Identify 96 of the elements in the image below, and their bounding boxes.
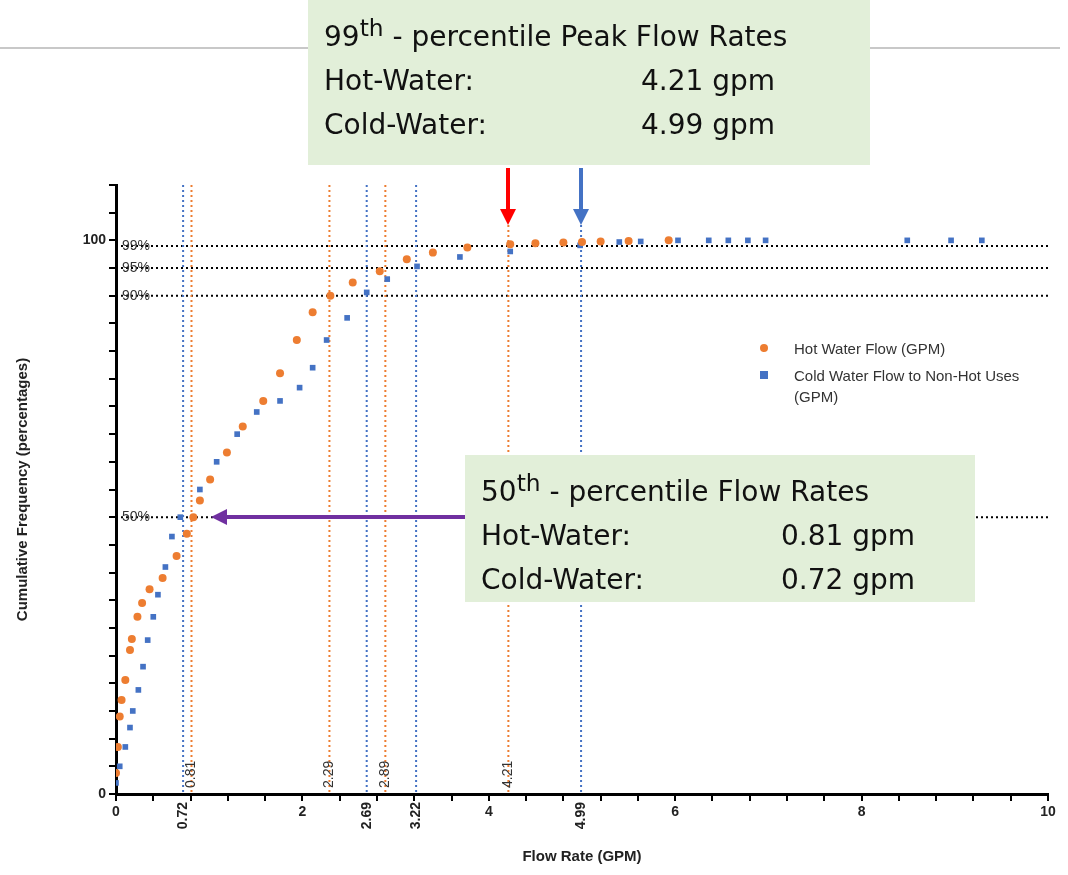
ref-line-label: 95% bbox=[122, 258, 151, 275]
point bbox=[904, 237, 911, 244]
point bbox=[197, 486, 203, 493]
point bbox=[150, 614, 157, 620]
point bbox=[705, 237, 712, 244]
point bbox=[384, 276, 391, 282]
point bbox=[145, 585, 154, 594]
point bbox=[162, 564, 169, 570]
text: 99$^{th}$ - percentile Peak Flow Rates bbox=[324, 13, 788, 56]
x-tick-label: 10 bbox=[1040, 803, 1056, 820]
ref-line-label: 2.89 bbox=[376, 760, 393, 788]
point bbox=[463, 243, 472, 252]
point bbox=[725, 237, 732, 244]
point bbox=[596, 237, 605, 246]
point bbox=[177, 514, 184, 521]
point bbox=[155, 591, 161, 598]
ref-line-label: 0.81 bbox=[182, 760, 199, 788]
annotation: 50$^{th}$ - percentile Flow Rates bbox=[481, 468, 870, 511]
ref-line-label: 99% bbox=[122, 236, 151, 253]
point bbox=[195, 496, 204, 505]
point bbox=[375, 267, 384, 276]
legend-label: Cold Water Flow to Non-Hot Uses (GPM) bbox=[794, 366, 1021, 407]
point bbox=[122, 744, 129, 750]
point bbox=[428, 248, 437, 257]
point bbox=[457, 254, 463, 260]
ref-line-label: 2.29 bbox=[320, 760, 337, 788]
point bbox=[344, 315, 350, 321]
legend-label: Hot Water Flow (GPM) bbox=[794, 339, 947, 359]
point bbox=[138, 599, 147, 607]
point bbox=[169, 533, 175, 540]
text: Cold-Water: 0.72 gpm bbox=[481, 563, 916, 597]
point bbox=[127, 634, 136, 643]
point bbox=[414, 263, 420, 270]
point bbox=[979, 237, 985, 244]
point bbox=[144, 637, 151, 643]
point bbox=[259, 396, 268, 405]
point bbox=[624, 236, 633, 245]
point bbox=[140, 663, 146, 670]
point bbox=[578, 238, 586, 247]
ref-line-label: 50% bbox=[122, 508, 151, 525]
point bbox=[664, 236, 673, 245]
text: Cold-Water: 4.99 gpm bbox=[324, 108, 776, 142]
point bbox=[133, 612, 142, 621]
x-tick-label: 4 bbox=[484, 803, 493, 820]
point bbox=[127, 724, 133, 731]
point bbox=[158, 574, 167, 583]
ref-line-label: 3.22 bbox=[406, 801, 423, 830]
point bbox=[637, 238, 644, 245]
x-axis-title: Flow Rate (GPM) bbox=[522, 847, 642, 865]
ref-line-label: 90% bbox=[122, 286, 151, 303]
point bbox=[189, 513, 198, 522]
y-axis-title: Cumulative Frequency (percentages) bbox=[13, 357, 31, 622]
point bbox=[129, 708, 136, 714]
point bbox=[559, 238, 568, 247]
ref-line-label: 0.72 bbox=[173, 801, 190, 830]
point bbox=[616, 239, 623, 245]
y-tick-label: 100 bbox=[82, 231, 107, 248]
text: Hot-Water: 4.21 gpm bbox=[324, 64, 776, 98]
point bbox=[323, 337, 330, 343]
point bbox=[348, 278, 357, 287]
point bbox=[253, 409, 260, 415]
point bbox=[363, 289, 370, 296]
point bbox=[277, 398, 283, 404]
point bbox=[116, 712, 124, 721]
point bbox=[213, 458, 220, 465]
ref-line-label: 4.99 bbox=[571, 801, 588, 830]
point bbox=[292, 336, 301, 345]
point bbox=[507, 248, 514, 255]
x-tick-label: 0 bbox=[112, 803, 121, 820]
point bbox=[206, 475, 215, 484]
point bbox=[172, 551, 181, 560]
text: Hot-Water: 0.81 gpm bbox=[481, 519, 916, 553]
x-tick-label: 2 bbox=[298, 803, 307, 820]
point bbox=[276, 369, 285, 378]
point bbox=[222, 448, 231, 457]
point bbox=[238, 422, 247, 431]
point bbox=[745, 237, 751, 244]
x-tick-label: 8 bbox=[857, 803, 866, 820]
point bbox=[309, 364, 316, 371]
point bbox=[402, 255, 411, 264]
point bbox=[125, 646, 134, 655]
point bbox=[116, 763, 123, 770]
point bbox=[182, 529, 191, 538]
point bbox=[948, 237, 954, 244]
ref-line-label: 2.69 bbox=[357, 801, 374, 830]
point bbox=[308, 308, 317, 317]
x-tick-label: 6 bbox=[671, 803, 680, 820]
point bbox=[675, 237, 681, 244]
point bbox=[506, 240, 515, 249]
point bbox=[326, 291, 335, 300]
point bbox=[121, 675, 130, 684]
ref-line-label: 4.21 bbox=[499, 760, 516, 788]
point bbox=[234, 431, 240, 437]
point bbox=[117, 695, 126, 704]
point bbox=[135, 687, 142, 693]
point bbox=[531, 239, 540, 248]
